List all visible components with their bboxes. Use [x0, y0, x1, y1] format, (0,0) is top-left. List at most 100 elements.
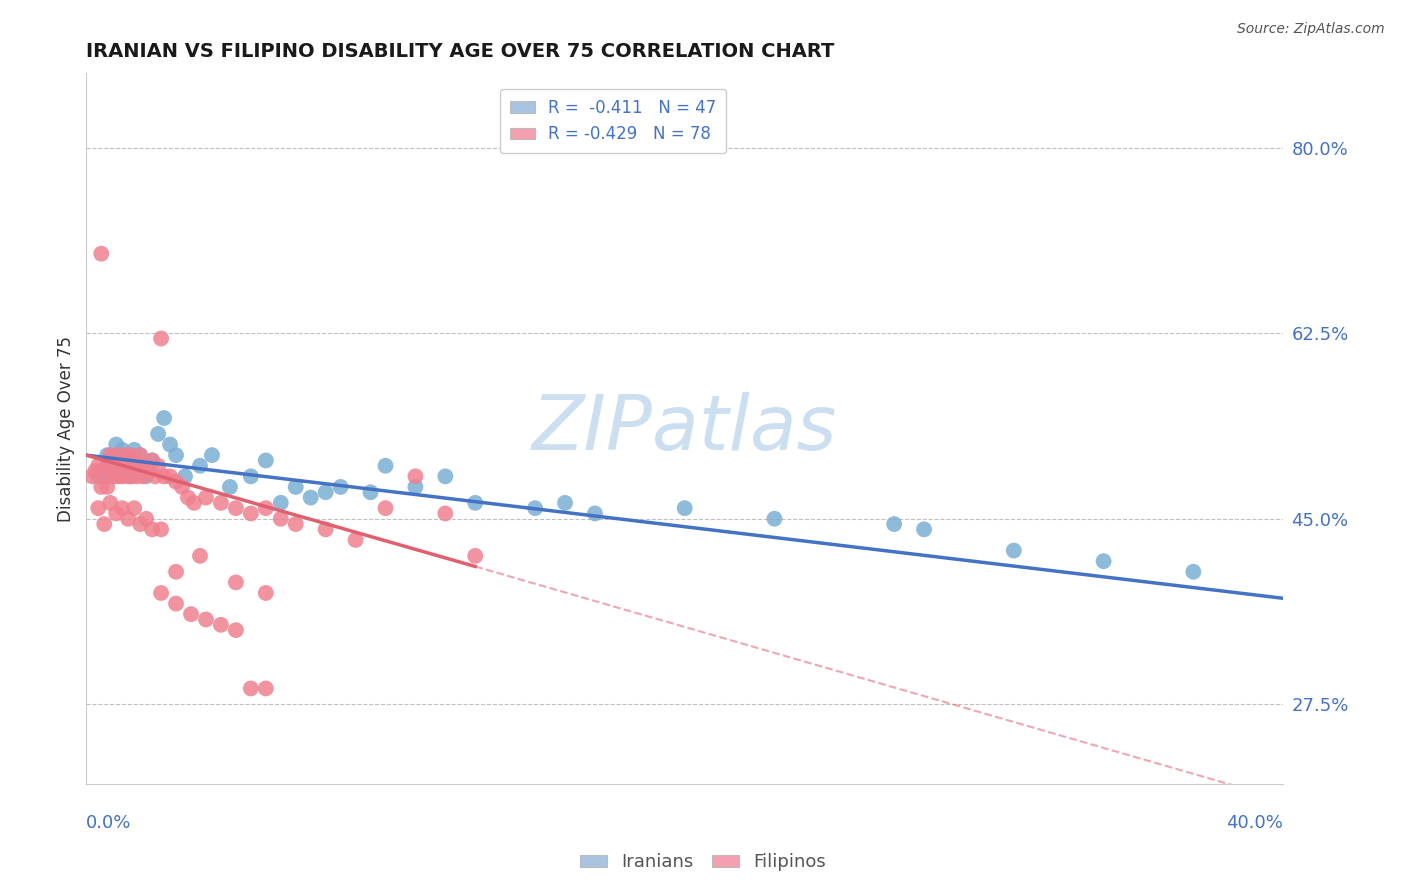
Point: [194, 613, 217, 627]
Text: 40.0%: 40.0%: [1226, 814, 1284, 832]
Point: [404, 469, 426, 483]
Point: [90, 480, 112, 494]
Point: [183, 496, 205, 510]
Point: [209, 617, 232, 632]
Point: [120, 469, 142, 483]
Point: [98, 496, 121, 510]
Point: [284, 517, 307, 532]
Point: [284, 480, 307, 494]
Point: [912, 522, 935, 536]
Point: [239, 507, 262, 521]
Point: [315, 522, 337, 536]
Point: [105, 507, 128, 521]
Point: [434, 469, 457, 483]
Point: [87, 458, 110, 473]
Text: 0.0%: 0.0%: [86, 814, 132, 832]
Point: [111, 442, 134, 457]
Point: [165, 448, 187, 462]
Point: [254, 453, 277, 467]
Point: [344, 533, 367, 547]
Point: [254, 501, 277, 516]
Point: [90, 464, 112, 478]
Point: [96, 448, 118, 462]
Point: [122, 442, 145, 457]
Legend: Iranians, Filipinos: Iranians, Filipinos: [572, 847, 834, 879]
Point: [188, 549, 211, 563]
Point: [225, 623, 247, 637]
Point: [87, 501, 110, 516]
Point: [138, 464, 160, 478]
Point: [146, 426, 169, 441]
Point: [84, 464, 107, 478]
Y-axis label: Disability Age Over 75: Disability Age Over 75: [58, 335, 75, 522]
Point: [225, 575, 247, 590]
Point: [159, 469, 181, 483]
Point: [583, 507, 606, 521]
Point: [299, 491, 322, 505]
Point: [114, 448, 136, 462]
Point: [122, 453, 145, 467]
Point: [174, 469, 197, 483]
Point: [165, 565, 187, 579]
Point: [141, 453, 163, 467]
Point: [165, 597, 187, 611]
Point: [108, 469, 131, 483]
Point: [763, 512, 786, 526]
Point: [103, 469, 125, 483]
Point: [122, 501, 145, 516]
Point: [117, 469, 139, 483]
Point: [87, 469, 110, 483]
Point: [108, 453, 131, 467]
Point: [122, 464, 145, 478]
Point: [146, 458, 169, 473]
Point: [141, 453, 163, 467]
Point: [93, 469, 115, 483]
Point: [883, 517, 905, 532]
Point: [219, 480, 242, 494]
Point: [120, 448, 142, 462]
Point: [1092, 554, 1115, 568]
Point: [188, 458, 211, 473]
Point: [150, 522, 173, 536]
Point: [117, 453, 139, 467]
Point: [374, 501, 396, 516]
Point: [315, 485, 337, 500]
Point: [374, 458, 396, 473]
Point: [127, 469, 149, 483]
Point: [150, 331, 173, 345]
Point: [82, 469, 104, 483]
Point: [103, 458, 125, 473]
Point: [105, 464, 128, 478]
Point: [96, 458, 118, 473]
Point: [129, 458, 152, 473]
Point: [165, 475, 187, 489]
Point: [120, 469, 142, 483]
Point: [464, 496, 486, 510]
Point: [98, 464, 121, 478]
Point: [1002, 543, 1025, 558]
Point: [105, 437, 128, 451]
Point: [93, 517, 115, 532]
Point: [114, 464, 136, 478]
Point: [254, 681, 277, 696]
Point: [111, 469, 134, 483]
Text: ZIPatlas: ZIPatlas: [531, 392, 838, 466]
Point: [329, 480, 352, 494]
Point: [201, 448, 224, 462]
Point: [141, 522, 163, 536]
Point: [170, 480, 193, 494]
Point: [254, 586, 277, 600]
Point: [464, 549, 486, 563]
Point: [98, 448, 121, 462]
Point: [434, 507, 457, 521]
Point: [673, 501, 696, 516]
Point: [239, 681, 262, 696]
Point: [132, 464, 155, 478]
Point: [554, 496, 576, 510]
Point: [404, 480, 426, 494]
Point: [114, 464, 136, 478]
Point: [180, 607, 202, 622]
Point: [270, 512, 292, 526]
Point: [129, 448, 152, 462]
Point: [105, 448, 128, 462]
